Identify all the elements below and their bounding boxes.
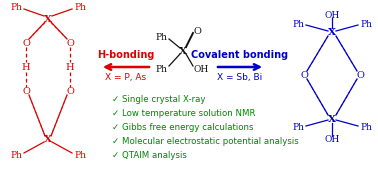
Text: Ph: Ph xyxy=(74,2,86,11)
Text: X: X xyxy=(179,47,187,56)
Text: H: H xyxy=(66,62,74,71)
Text: X = Sb, Bi: X = Sb, Bi xyxy=(217,73,263,82)
Text: ✓ Molecular electrostatic potential analysis: ✓ Molecular electrostatic potential anal… xyxy=(112,137,299,145)
Text: Ph: Ph xyxy=(360,19,372,28)
Text: O: O xyxy=(356,70,364,79)
Text: Ph: Ph xyxy=(10,2,22,11)
Text: Ph: Ph xyxy=(292,19,304,28)
Text: ✓ Gibbs free energy calculations: ✓ Gibbs free energy calculations xyxy=(112,122,254,131)
Text: O: O xyxy=(66,87,74,96)
Text: O: O xyxy=(66,39,74,47)
Text: O: O xyxy=(300,70,308,79)
Text: O: O xyxy=(193,27,201,36)
Text: Ph: Ph xyxy=(74,151,86,160)
Text: X: X xyxy=(328,27,336,36)
Text: X: X xyxy=(328,114,336,123)
Text: O: O xyxy=(22,87,30,96)
Text: Covalent bonding: Covalent bonding xyxy=(191,50,288,60)
Text: Ph: Ph xyxy=(155,65,167,73)
Text: Ph: Ph xyxy=(360,122,372,131)
Text: Ph: Ph xyxy=(155,33,167,42)
Text: H-bonding: H-bonding xyxy=(97,50,155,60)
Text: OH: OH xyxy=(324,10,339,19)
Text: X: X xyxy=(44,15,52,24)
Text: Ph: Ph xyxy=(10,151,22,160)
Text: ✓ Low temperature solution NMR: ✓ Low temperature solution NMR xyxy=(112,108,256,117)
Text: H: H xyxy=(22,62,30,71)
Text: OH: OH xyxy=(194,65,209,73)
Text: Ph: Ph xyxy=(292,122,304,131)
Text: X: X xyxy=(44,134,52,143)
Text: O: O xyxy=(22,39,30,47)
Text: OH: OH xyxy=(324,134,339,143)
Text: X = P, As: X = P, As xyxy=(105,73,147,82)
Text: ✓ Single crystal X-ray: ✓ Single crystal X-ray xyxy=(112,94,206,103)
Text: ✓ QTAIM analysis: ✓ QTAIM analysis xyxy=(112,151,187,160)
